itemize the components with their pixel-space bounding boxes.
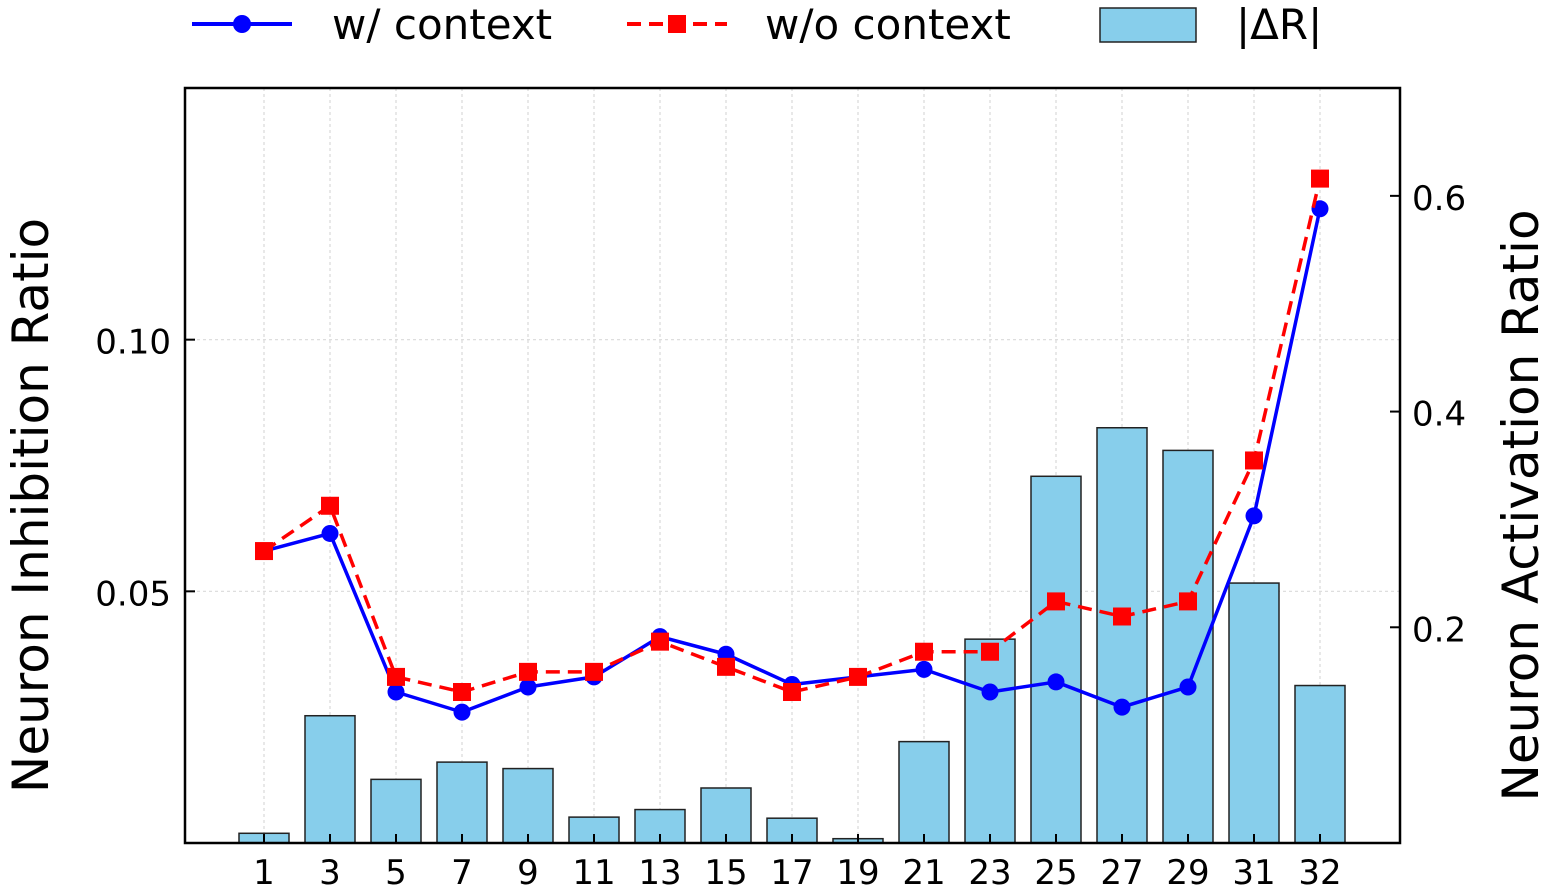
- point-wo-context: [1311, 169, 1329, 188]
- right-axis-label: Neuron Activation Ratio: [1492, 209, 1545, 801]
- point-wo-context: [585, 662, 603, 681]
- right-y-tick-label: 0.2: [1412, 610, 1466, 650]
- lines: [255, 169, 1329, 721]
- right-y-tick-label: 0.6: [1412, 179, 1466, 219]
- point-wo-context: [255, 542, 273, 561]
- bar: [370, 778, 422, 844]
- x-tick-label: 32: [1298, 853, 1341, 892]
- legend-label-wo-context: w/o context: [765, 0, 1011, 49]
- bar: [1294, 684, 1346, 844]
- x-tick-label: 23: [968, 853, 1011, 892]
- point-w-context: [1179, 678, 1197, 696]
- point-w-context: [387, 683, 405, 701]
- left-y-tick-label: 0.05: [95, 574, 171, 614]
- bar: [304, 714, 356, 844]
- legend-entry-delta-r: |ΔR|: [1099, 0, 1322, 49]
- point-w-context: [321, 524, 339, 542]
- legend-marker-w-context: [233, 15, 251, 33]
- point-wo-context: [651, 632, 669, 651]
- point-w-context: [1245, 507, 1263, 525]
- legend: w/ context w/o context |ΔR|: [192, 0, 1322, 49]
- point-w-context: [453, 703, 471, 721]
- point-wo-context: [519, 662, 537, 681]
- x-tick-label: 31: [1232, 853, 1275, 892]
- x-tick-label: 15: [704, 853, 747, 892]
- x-tick-label: 19: [836, 853, 879, 892]
- point-w-context: [915, 660, 933, 678]
- legend-entry-w-context: w/ context: [192, 0, 552, 49]
- point-wo-context: [717, 657, 735, 676]
- left-y-tick-label: 0.10: [95, 323, 171, 363]
- point-wo-context: [1047, 592, 1065, 611]
- x-tick-label: 17: [770, 853, 813, 892]
- ticks: 1 3 5 7 9 11 13 15 17 19 21 23 25 27 29 31 320.050.100.2…: [95, 179, 1466, 892]
- point-wo-context: [321, 496, 339, 515]
- x-tick-label: 1: [253, 853, 275, 892]
- x-tick-label: 29: [1166, 853, 1209, 892]
- point-wo-context: [1179, 592, 1197, 611]
- x-tick-label: 9: [517, 853, 539, 892]
- x-tick-label: 13: [638, 853, 681, 892]
- bar: [502, 767, 554, 844]
- point-w-context: [981, 683, 999, 701]
- point-wo-context: [849, 667, 867, 686]
- x-tick-label: 11: [572, 853, 615, 892]
- bar: [1228, 582, 1280, 844]
- point-w-context: [1311, 200, 1329, 218]
- bar: [1162, 449, 1214, 844]
- right-y-tick-label: 0.4: [1412, 395, 1466, 435]
- bars: [238, 427, 1346, 844]
- point-wo-context: [981, 642, 999, 661]
- bar: [964, 638, 1016, 844]
- x-tick-label: 21: [902, 853, 945, 892]
- plot-frame: [183, 86, 1402, 845]
- point-wo-context: [783, 683, 801, 701]
- point-w-context: [1047, 673, 1065, 691]
- point-wo-context: [915, 642, 933, 661]
- legend-label-delta-r: |ΔR|: [1236, 0, 1322, 49]
- left-axis-label: Neuron Inhibition Ratio: [2, 218, 60, 793]
- bar: [1030, 475, 1082, 844]
- grid: [185, 88, 1400, 843]
- point-wo-context: [453, 683, 471, 701]
- x-tick-label: 27: [1100, 853, 1143, 892]
- bar: [898, 740, 950, 844]
- point-wo-context: [1245, 451, 1263, 470]
- legend-entry-wo-context: w/o context: [627, 0, 1011, 49]
- x-tick-label: 7: [451, 853, 473, 892]
- bar: [436, 761, 488, 844]
- point-wo-context: [1113, 607, 1131, 626]
- x-tick-label: 3: [319, 853, 341, 892]
- legend-marker-wo-context: [668, 15, 686, 33]
- x-tick-label: 25: [1034, 853, 1077, 892]
- point-wo-context: [387, 667, 405, 686]
- bar: [700, 787, 752, 844]
- point-w-context: [1113, 698, 1131, 716]
- x-tick-label: 5: [385, 853, 407, 892]
- legend-swatch-delta-r: [1099, 7, 1197, 43]
- series-line-wo-context: [263, 178, 1322, 694]
- legend-label-w-context: w/ context: [332, 0, 552, 49]
- point-w-context: [519, 678, 537, 696]
- bar: [1096, 427, 1148, 844]
